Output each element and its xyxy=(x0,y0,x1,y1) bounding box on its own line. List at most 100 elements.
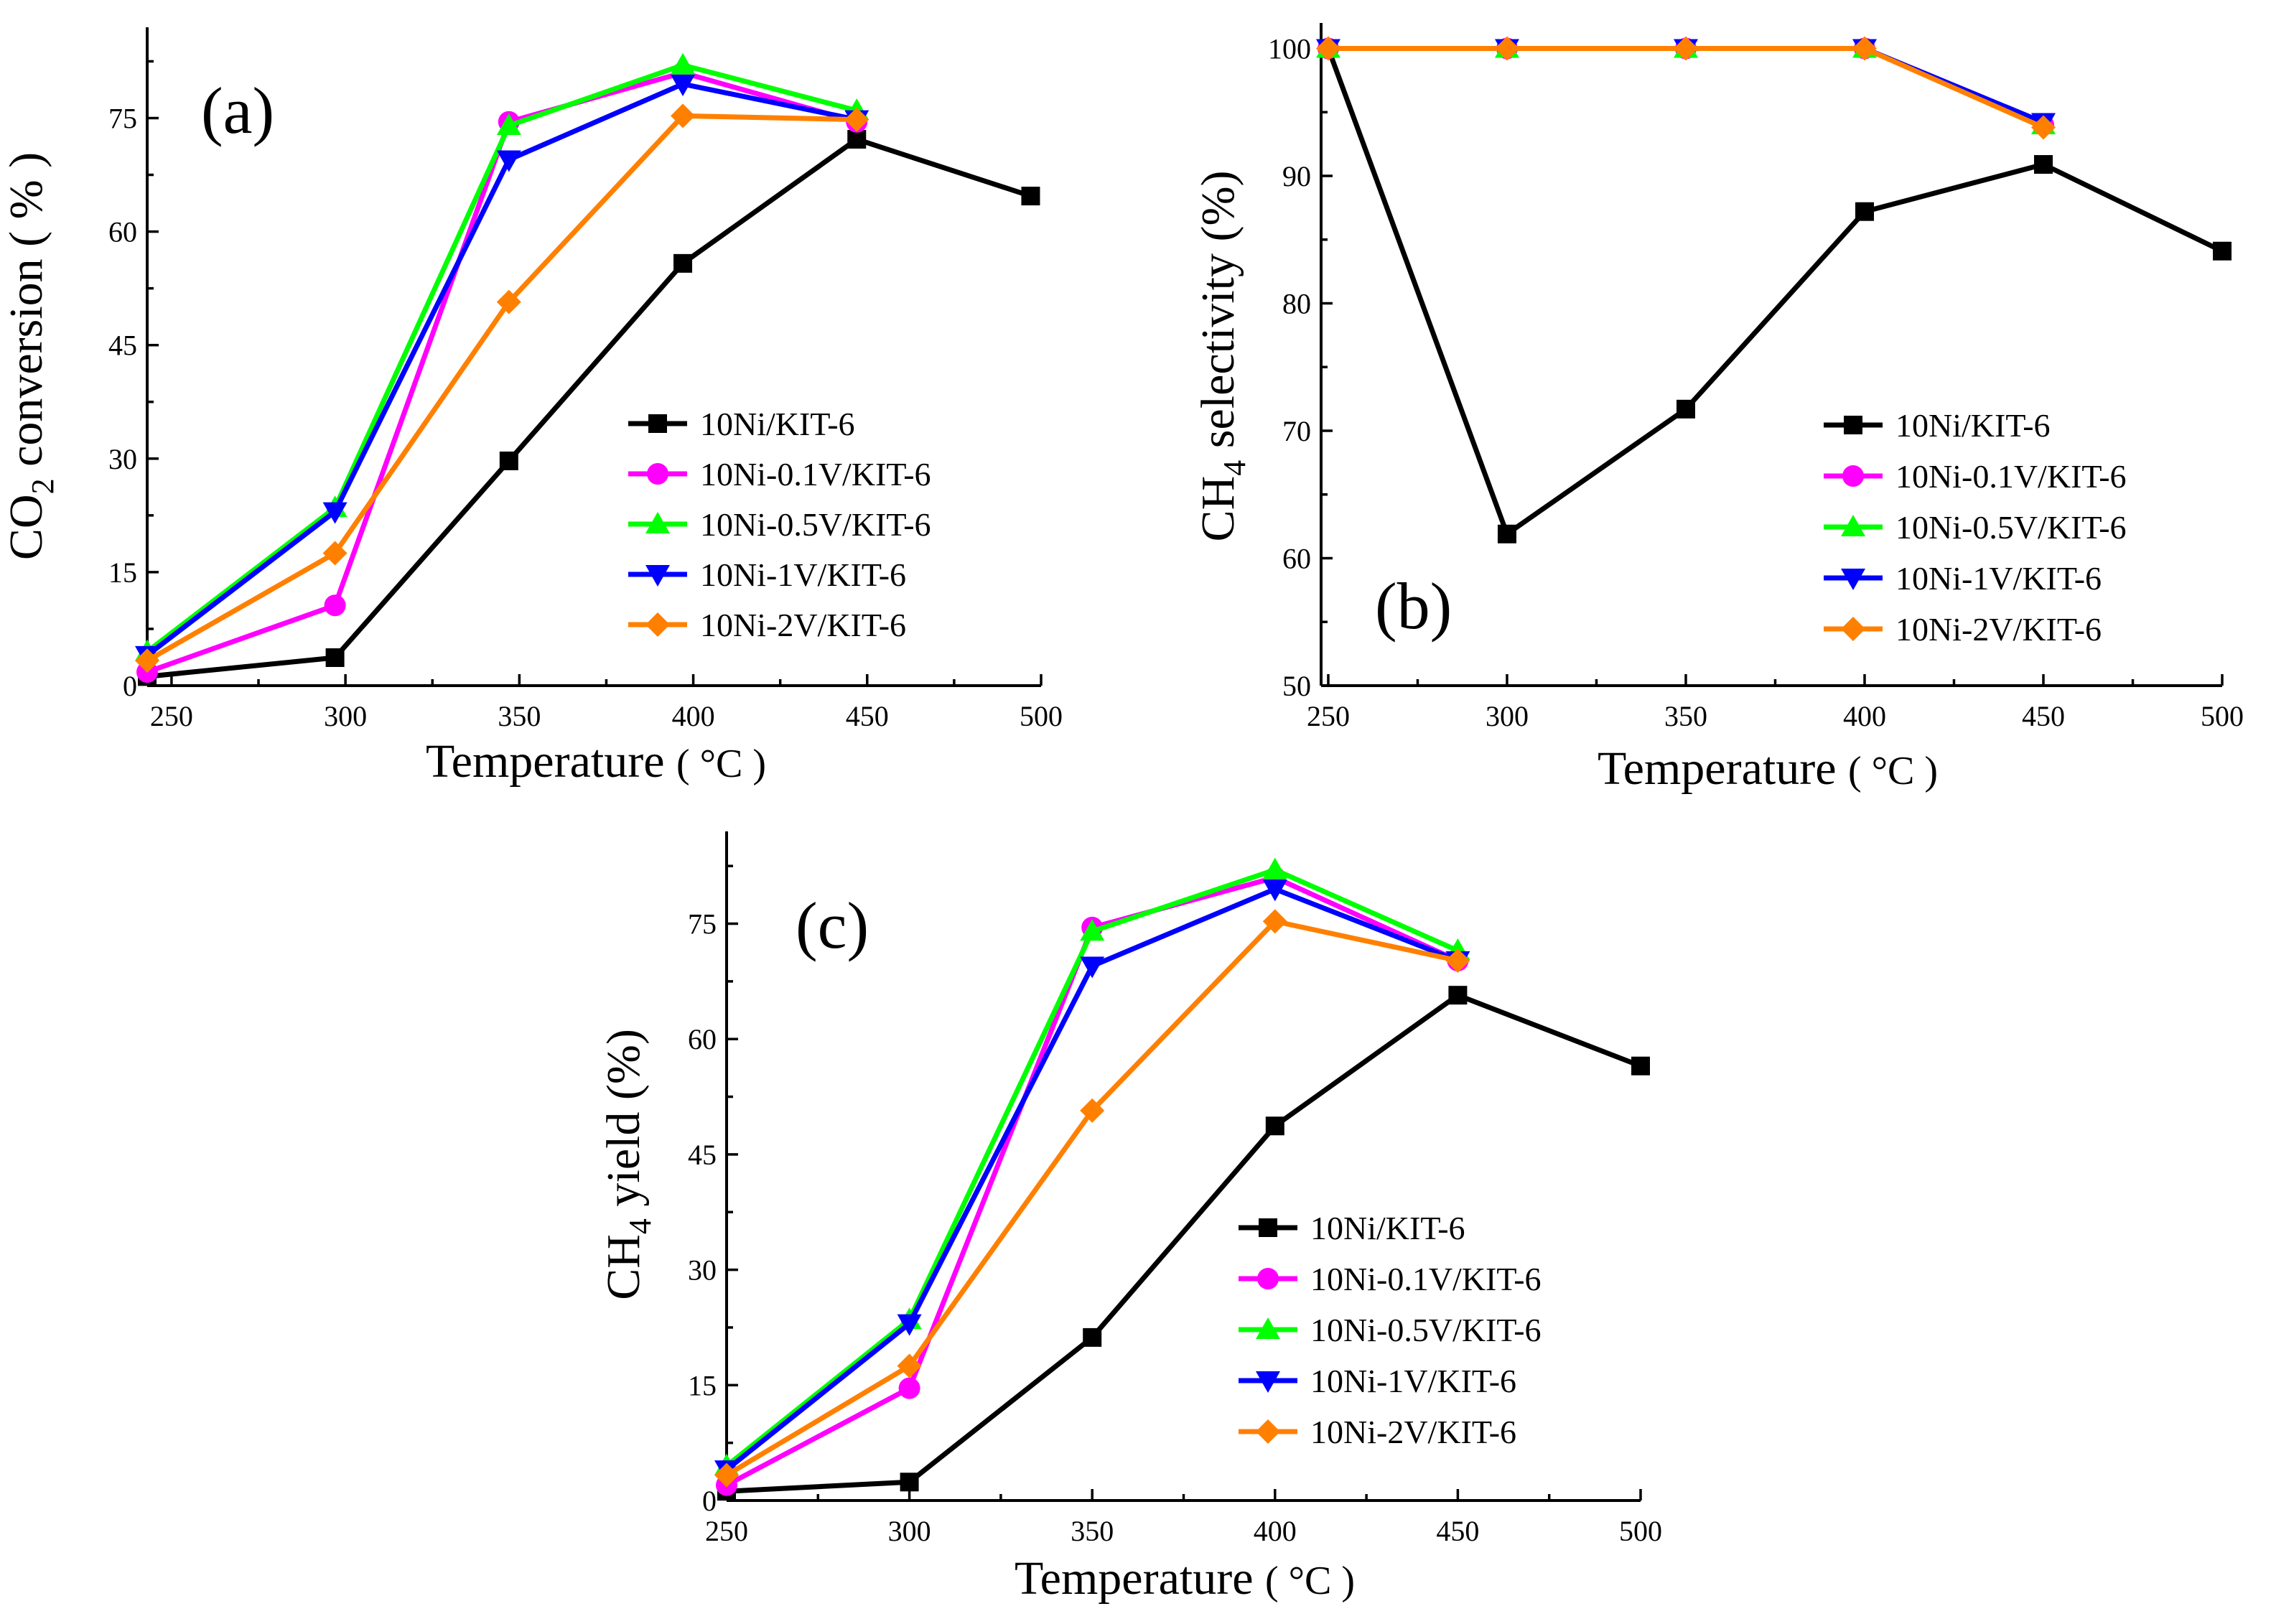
panel-a: 250 300 350 400 450 500 0 15 30 45 60 75 Temperature… xyxy=(0,27,1063,788)
y-axis-title-subscript: 2 xyxy=(25,478,60,494)
series-0 xyxy=(138,129,1040,686)
data-point xyxy=(847,129,867,149)
legend-swatch-marker xyxy=(647,463,668,485)
data-point xyxy=(499,451,518,470)
x-axis-title: Temperature ( °C ) xyxy=(1015,1552,1355,1605)
data-point xyxy=(1448,986,1468,1005)
series-4 xyxy=(1315,36,2056,140)
legend-swatch-marker xyxy=(645,512,670,533)
x-tick-label: 250 xyxy=(1307,700,1350,732)
y-axis-title-suffix: selectivity (%) xyxy=(1192,171,1244,460)
y-axis-title-suffix: conversion ( % ) xyxy=(0,152,52,479)
data-point xyxy=(322,541,348,566)
legend-swatch-marker xyxy=(645,612,670,637)
data-point xyxy=(1083,1327,1102,1347)
data-point xyxy=(897,1353,922,1378)
data-point xyxy=(1262,909,1287,934)
x-tick-label: 300 xyxy=(1486,700,1529,732)
y-axis-title-subscript: 4 xyxy=(1217,460,1252,476)
legend-swatch-marker xyxy=(648,414,667,433)
legend-swatch-marker xyxy=(1841,515,1865,536)
data-point xyxy=(2033,155,2053,174)
x-axis-title-text: Temperature xyxy=(426,735,676,788)
y-tick-label: 15 xyxy=(108,556,137,589)
legend-label: 10Ni/KIT-6 xyxy=(1895,407,2051,444)
y-tick-label: 0 xyxy=(123,670,137,702)
legend-label: 10Ni-0.5V/KIT-6 xyxy=(1895,509,2127,546)
data-point xyxy=(714,1462,739,1488)
legend-swatch-marker xyxy=(1257,1268,1279,1289)
data-point xyxy=(1265,1116,1284,1136)
data-point xyxy=(1315,36,1340,61)
y-axis-title-prefix: CO xyxy=(0,494,52,560)
legend-label: 10Ni-1V/KIT-6 xyxy=(700,556,906,593)
series-line xyxy=(1325,47,2224,537)
legend-swatch-marker xyxy=(1841,617,1865,641)
x-tick-label: 350 xyxy=(1071,1515,1114,1547)
y-tick-label: 100 xyxy=(1268,33,1311,65)
x-tick-label: 350 xyxy=(498,700,541,732)
data-point xyxy=(2213,241,2232,261)
y-axis-title: CH4 yield (%) xyxy=(597,1029,658,1300)
data-point xyxy=(496,289,521,314)
legend-label: 10Ni/KIT-6 xyxy=(1310,1210,1465,1246)
x-axis-unit: ( °C ) xyxy=(1848,749,1938,793)
y-axis-title-suffix: yield (%) xyxy=(597,1029,650,1218)
data-point xyxy=(325,648,345,668)
legend-label: 10Ni-2V/KIT-6 xyxy=(700,607,906,643)
y-tick-label: 30 xyxy=(108,443,137,475)
y-tick-label: 80 xyxy=(1282,288,1311,320)
series-line xyxy=(146,136,1032,679)
x-tick-label: 400 xyxy=(1254,1515,1297,1547)
panel-label: (b) xyxy=(1375,569,1452,643)
series-4 xyxy=(714,909,1470,1488)
y-tick-label: 45 xyxy=(688,1139,717,1171)
legend-label: 10Ni-2V/KIT-6 xyxy=(1895,611,2102,648)
data-point xyxy=(1262,857,1287,879)
x-tick-label: 500 xyxy=(2201,700,2244,732)
x-tick-label: 400 xyxy=(672,700,715,732)
y-tick-label: 90 xyxy=(1282,160,1311,192)
data-point xyxy=(900,1473,919,1492)
x-tick-label: 500 xyxy=(1619,1515,1662,1547)
x-axis-title: Temperature ( °C ) xyxy=(426,735,766,788)
legend-swatch-marker xyxy=(1256,1317,1280,1339)
legend-swatch-marker xyxy=(1259,1218,1277,1237)
legend-label: 10Ni-1V/KIT-6 xyxy=(1895,560,2102,597)
data-point xyxy=(1494,36,1519,61)
panel-b: 250 300 350 400 450 500 50 60 70 80 90 100 Temperatu… xyxy=(1192,23,2244,795)
y-tick-label: 15 xyxy=(688,1369,717,1401)
x-tick-label: 400 xyxy=(1843,700,1886,732)
legend-swatch-marker xyxy=(1842,465,1864,487)
legend-label: 10Ni-0.1V/KIT-6 xyxy=(700,456,931,493)
data-point xyxy=(135,648,159,673)
x-tick-label: 250 xyxy=(150,700,193,732)
data-point xyxy=(673,253,693,273)
y-axis-title: CH4 selectivity (%) xyxy=(1192,171,1252,542)
y-tick-label: 50 xyxy=(1282,670,1311,702)
y-tick-label: 60 xyxy=(108,216,137,248)
legend: 10Ni/KIT-6 10Ni-0.1V/KIT-6 10Ni-0.5V/KIT-6… xyxy=(628,406,931,643)
series-line xyxy=(726,992,1642,1494)
legend-label: 10Ni-0.1V/KIT-6 xyxy=(1310,1261,1542,1297)
legend-label: 10Ni-0.5V/KIT-6 xyxy=(700,506,931,543)
x-axis-title-text: Temperature xyxy=(1598,742,1848,795)
y-tick-label: 45 xyxy=(108,330,137,362)
x-axis-title: Temperature ( °C ) xyxy=(1598,742,1938,795)
x-axis-unit: ( °C ) xyxy=(676,742,766,786)
data-point xyxy=(2030,115,2056,140)
x-axis-unit: ( °C ) xyxy=(1265,1559,1355,1603)
data-point xyxy=(322,502,348,524)
y-tick-label: 30 xyxy=(688,1254,717,1287)
x-tick-label: 500 xyxy=(1020,700,1063,732)
data-point xyxy=(1445,948,1470,973)
x-tick-label: 300 xyxy=(888,1515,931,1547)
x-tick-label: 300 xyxy=(324,700,367,732)
legend-label: 10Ni/KIT-6 xyxy=(700,406,855,442)
data-point xyxy=(1080,919,1105,941)
legend-label: 10Ni-0.5V/KIT-6 xyxy=(1310,1312,1542,1348)
series-4 xyxy=(135,103,869,673)
data-point xyxy=(496,113,521,136)
